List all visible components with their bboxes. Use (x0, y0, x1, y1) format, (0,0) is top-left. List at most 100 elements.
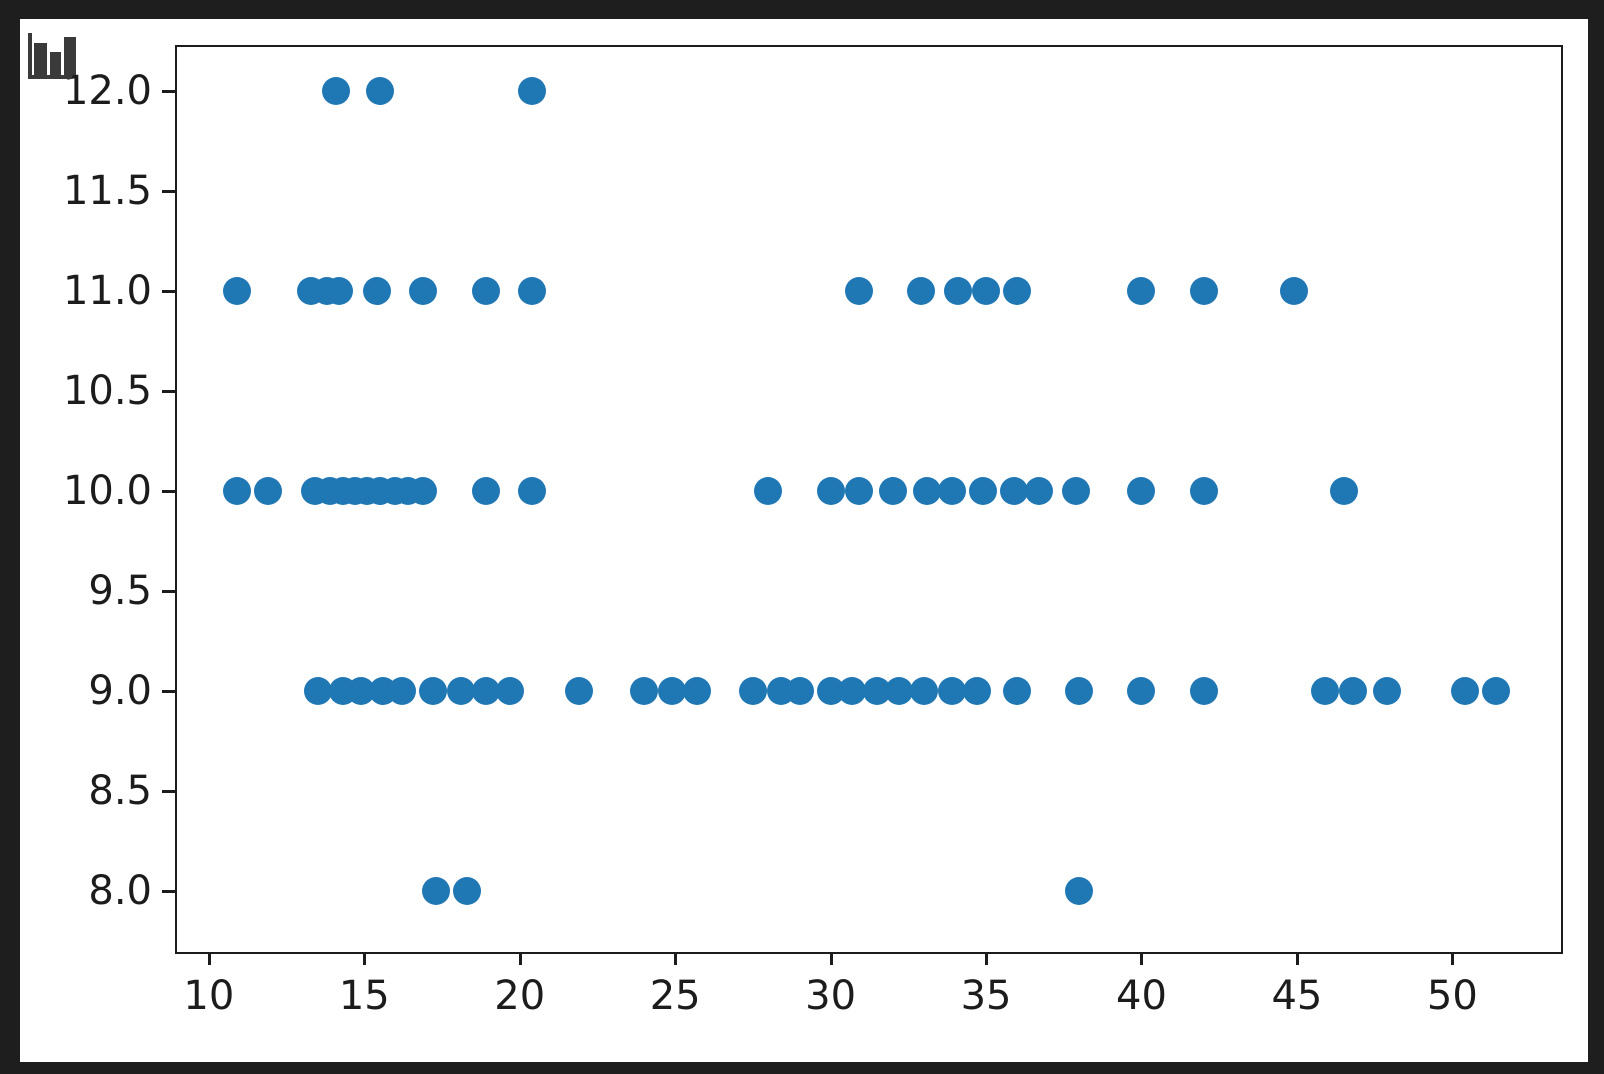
x-tick-label: 20 (494, 973, 546, 1019)
x-tick-label: 30 (805, 973, 857, 1019)
data-point (564, 677, 593, 705)
data-point (968, 477, 997, 505)
data-point (885, 677, 914, 705)
data-point (362, 277, 391, 305)
data-point (1310, 677, 1339, 705)
data-point (518, 277, 547, 305)
data-point (972, 277, 1001, 305)
data-point (944, 277, 973, 305)
y-tick-label: 8.5 (88, 768, 152, 814)
x-tick-label: 35 (960, 973, 1012, 1019)
x-axis-tick (363, 952, 367, 965)
y-tick-label: 12.0 (62, 68, 152, 114)
data-point (496, 677, 525, 705)
y-axis-tick (162, 190, 175, 193)
data-point (1189, 477, 1218, 505)
y-axis-tick (162, 490, 175, 493)
data-point (844, 477, 873, 505)
y-tick-label: 9.0 (88, 668, 152, 714)
x-tick-label: 10 (183, 973, 235, 1019)
data-point (518, 477, 547, 505)
y-tick-label: 9.5 (88, 568, 152, 614)
x-axis-tick (1451, 952, 1455, 965)
data-point (471, 477, 500, 505)
y-tick-label: 10.5 (62, 368, 152, 414)
x-tick-label: 15 (338, 973, 390, 1019)
data-point (937, 477, 966, 505)
data-point (471, 677, 500, 705)
data-point (1279, 277, 1308, 305)
x-tick-label: 40 (1116, 973, 1167, 1019)
data-point (878, 477, 907, 505)
data-point (322, 77, 351, 105)
data-point (1481, 677, 1510, 705)
x-tick-label: 50 (1426, 973, 1478, 1019)
data-point (844, 277, 873, 305)
y-axis-tick (162, 90, 175, 93)
x-tick-label: 45 (1271, 973, 1323, 1019)
x-axis-tick (207, 952, 211, 965)
bar-chart-icon (28, 33, 76, 79)
y-axis-tick (162, 690, 175, 693)
data-point (1003, 677, 1032, 705)
x-axis-tick (985, 952, 989, 965)
data-point (1127, 677, 1156, 705)
data-point (1329, 477, 1358, 505)
data-point (418, 677, 447, 705)
data-point (754, 477, 783, 505)
data-point (518, 77, 547, 105)
data-point (1373, 677, 1402, 705)
x-axis-tick (518, 952, 522, 965)
data-point (253, 477, 282, 505)
data-point (1065, 677, 1094, 705)
data-point (387, 677, 416, 705)
y-axis-tick (162, 890, 175, 893)
y-axis-tick (162, 590, 175, 593)
y-tick-label: 11.0 (62, 268, 152, 314)
data-point (816, 477, 845, 505)
x-axis-tick (1140, 952, 1144, 965)
data-point (303, 677, 332, 705)
data-point (906, 277, 935, 305)
data-point (630, 677, 659, 705)
data-point (452, 877, 481, 905)
data-point (1127, 477, 1156, 505)
data-point (446, 677, 475, 705)
data-point (1000, 477, 1029, 505)
data-point (1338, 677, 1367, 705)
data-point (658, 677, 687, 705)
y-tick-label: 10.0 (62, 468, 152, 514)
data-point (682, 677, 711, 705)
data-point (409, 477, 438, 505)
y-axis-tick (162, 290, 175, 293)
data-point (409, 277, 438, 305)
data-point (785, 677, 814, 705)
data-point (1024, 477, 1053, 505)
data-point (909, 677, 938, 705)
x-axis-tick (829, 952, 833, 965)
data-point (738, 677, 767, 705)
y-tick-label: 11.5 (62, 168, 152, 214)
data-point (365, 77, 394, 105)
x-axis-tick (674, 952, 678, 965)
data-point (962, 677, 991, 705)
data-point (471, 277, 500, 305)
data-point (222, 277, 251, 305)
y-tick-label: 8.0 (88, 868, 152, 914)
data-point (1450, 677, 1479, 705)
data-point (421, 877, 450, 905)
data-point (1062, 477, 1091, 505)
x-tick-label: 25 (649, 973, 701, 1019)
data-point (325, 277, 354, 305)
data-point (1189, 677, 1218, 705)
y-axis-tick (162, 390, 175, 393)
data-point (1127, 277, 1156, 305)
data-point (838, 677, 867, 705)
figure-canvas: 10 15 20 25 30 35 40 45 50 8.0 8.5 9.0 9.5 10.0 10.5 11… (20, 19, 1588, 1062)
data-point (937, 677, 966, 705)
x-axis-tick (1295, 952, 1299, 965)
data-point (1065, 877, 1094, 905)
data-point (222, 477, 251, 505)
data-point (1003, 277, 1032, 305)
